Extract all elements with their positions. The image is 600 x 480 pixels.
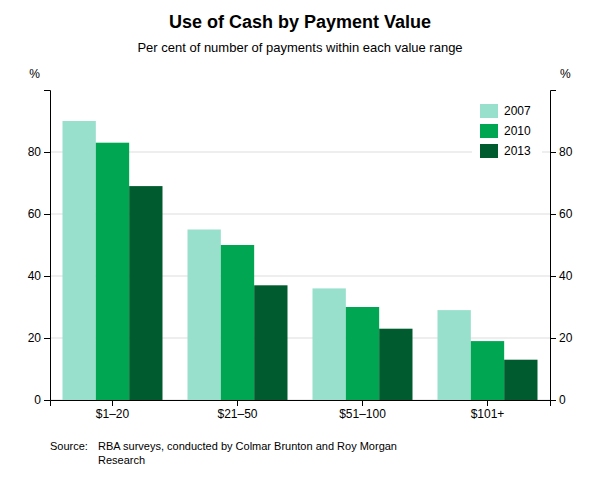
y-tick: 80	[28, 145, 50, 159]
legend-item: 2007	[480, 104, 531, 118]
bar-series	[96, 143, 504, 400]
bar	[313, 288, 346, 400]
y2-tick-label: 60	[559, 207, 573, 221]
legend-label: 2007	[504, 104, 531, 118]
y-axis-line	[44, 91, 51, 401]
x-tick-mark	[362, 400, 363, 406]
title: Use of Cash by Payment Value	[169, 12, 431, 32]
y-tick-label: 0	[34, 393, 41, 407]
y2-axis-line	[551, 91, 557, 401]
y2-axis-label: %	[560, 67, 571, 81]
legend-swatch	[480, 144, 498, 158]
x-tick: $21–50	[217, 400, 257, 421]
x-tick: $1–20	[96, 400, 130, 421]
legend-item: 2010	[480, 124, 531, 138]
legend-label: 2013	[504, 144, 531, 158]
y-tick-mark	[44, 152, 50, 153]
subtitle: Per cent of number of payments within ea…	[137, 40, 462, 55]
y2-tick-mark	[550, 214, 556, 215]
bar	[438, 310, 471, 400]
y2-tick-label: 0	[559, 393, 566, 407]
y2-tick-label: 20	[559, 331, 573, 345]
y-tick-label: 80	[28, 145, 42, 159]
bar	[63, 121, 96, 400]
x-tick: $101+	[471, 400, 505, 421]
y2-tick: 0	[550, 393, 566, 407]
y-tick-mark	[44, 276, 50, 277]
bar-series	[63, 121, 471, 400]
marks	[63, 121, 538, 400]
x-tick-label: $101+	[471, 407, 505, 421]
y-tick-label: 60	[28, 207, 42, 221]
x-tick-mark	[237, 400, 238, 406]
y2-tick-label: 80	[559, 145, 573, 159]
y2-axis: 0 20 40 60 80	[550, 91, 573, 408]
bar	[504, 360, 537, 400]
x-tick: $51–100	[339, 400, 386, 421]
x-tick-mark	[487, 400, 488, 406]
y2-tick: 40	[550, 269, 573, 283]
y-tick-mark	[44, 338, 50, 339]
bar-series	[129, 186, 537, 400]
plot: $1–20 $21–50 $51–100 $101+ 0 20 40 60 80 0 20 40 60 8…	[28, 91, 573, 421]
annotation: RBA surveys, conducted by Colmar Brunton…	[98, 440, 397, 466]
x-tick-label: $21–50	[217, 407, 257, 421]
x-tick-label: $51–100	[339, 407, 386, 421]
chart: Use of Cash by Payment Value Per cent of …	[0, 0, 600, 480]
legend-swatch	[480, 124, 498, 138]
legend-item: 2013	[480, 144, 531, 158]
legend-swatch	[480, 104, 498, 118]
y2-tick: 80	[550, 145, 573, 159]
bar	[221, 245, 254, 400]
bar	[254, 285, 287, 400]
y-tick: 20	[28, 331, 50, 345]
y-tick: 60	[28, 207, 50, 221]
y2-tick: 60	[550, 207, 573, 221]
x-axis-line	[51, 401, 551, 407]
y-tick-mark	[44, 214, 50, 215]
bar	[96, 143, 129, 400]
y2-tick-label: 40	[559, 269, 573, 283]
x-axis: $1–20 $21–50 $51–100 $101+	[51, 400, 551, 421]
y2-tick: 20	[550, 331, 573, 345]
y2-tick-mark	[550, 152, 556, 153]
legend-label: 2010	[504, 124, 531, 138]
bar	[129, 186, 162, 400]
y2-tick-mark	[550, 276, 556, 277]
y-axis-label: %	[29, 67, 40, 81]
x-tick-mark	[112, 400, 113, 406]
bar	[471, 341, 504, 400]
y-tick-label: 40	[28, 269, 42, 283]
bar	[379, 329, 412, 400]
legend-background	[472, 98, 542, 168]
y-tick: 40	[28, 269, 50, 283]
y-axis: 0 20 40 60 80	[28, 91, 51, 408]
bar	[346, 307, 379, 400]
y-tick-mark	[44, 400, 50, 401]
x-tick-label: $1–20	[96, 407, 130, 421]
y2-tick-mark	[550, 400, 556, 401]
y2-tick-mark	[550, 338, 556, 339]
annotation: Source:	[50, 440, 88, 452]
y-tick: 0	[34, 393, 50, 407]
legend: 2007 2010 2013	[472, 98, 542, 168]
bar	[188, 230, 221, 401]
y-tick-label: 20	[28, 331, 42, 345]
